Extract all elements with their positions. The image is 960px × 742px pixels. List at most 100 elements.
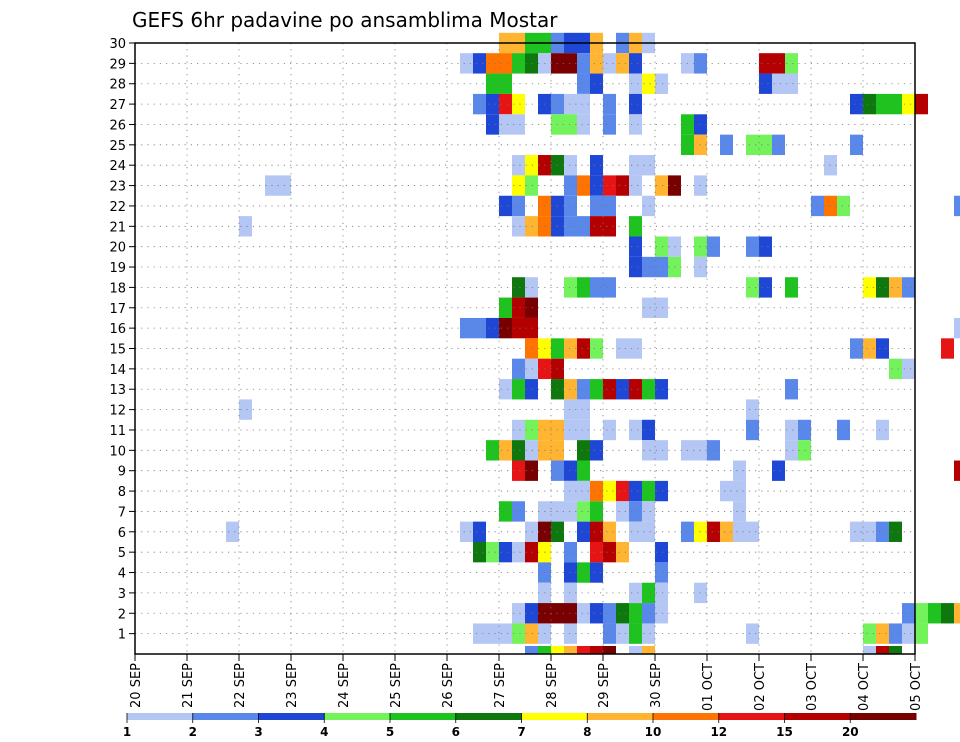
heatmap-cell xyxy=(655,297,668,318)
y-tick-label: 28 xyxy=(109,78,126,93)
heatmap-cell xyxy=(603,521,616,542)
legend-label: 3 xyxy=(254,725,262,739)
heatmap-cell xyxy=(486,623,499,644)
heatmap-cell xyxy=(798,419,811,441)
heatmap-cell xyxy=(642,440,655,461)
chart-title: GEFS 6hr padavine po ansamblima Mostar xyxy=(132,8,558,32)
heatmap-cell xyxy=(564,114,577,135)
heatmap-cell xyxy=(785,419,798,441)
heatmap-cell xyxy=(655,541,668,563)
heatmap-cell xyxy=(746,277,759,298)
heatmap-cell xyxy=(720,134,733,156)
heatmap-cell xyxy=(746,399,759,420)
heatmap-cell xyxy=(694,236,707,257)
heatmap-cell xyxy=(486,317,499,339)
heatmap-cell xyxy=(941,338,954,359)
heatmap-cell xyxy=(902,358,915,380)
heatmap-cell xyxy=(577,93,590,115)
y-tick-label: 17 xyxy=(109,302,126,317)
y-tick-label: 25 xyxy=(109,139,126,154)
heatmap-cell xyxy=(525,603,538,624)
x-tick-label: 25 SEP xyxy=(389,663,404,708)
heatmap-cell xyxy=(590,175,603,196)
heatmap-cell-bottom xyxy=(525,646,538,654)
heatmap-cell xyxy=(499,541,512,563)
heatmap-cell xyxy=(499,501,512,522)
x-tick-label: 26 SEP xyxy=(441,663,456,708)
heatmap-cell xyxy=(564,623,577,644)
heatmap-cell xyxy=(486,53,499,74)
heatmap-cell xyxy=(564,419,577,441)
heatmap-cell xyxy=(512,358,525,380)
heatmap-cell xyxy=(603,114,616,135)
x-tick-label: 28 SEP xyxy=(545,663,560,708)
heatmap-cell xyxy=(512,216,525,237)
x-tick-label: 22 SEP xyxy=(233,663,248,708)
heatmap-cell xyxy=(525,419,538,441)
heatmap-cell xyxy=(473,317,486,339)
heatmap-cell xyxy=(850,134,863,156)
heatmap-cell xyxy=(577,399,590,420)
heatmap-cell xyxy=(499,623,512,644)
y-tick-label: 16 xyxy=(109,322,126,337)
heatmap-cell xyxy=(577,73,590,94)
heatmap-cell xyxy=(525,155,538,176)
heatmap-cell xyxy=(746,521,759,542)
heatmap-cell-bottom xyxy=(603,646,616,654)
heatmap-cell xyxy=(863,338,876,359)
heatmap-cell xyxy=(759,236,772,257)
heatmap-cell xyxy=(902,623,915,644)
heatmap-cell xyxy=(616,603,629,624)
heatmap-cell xyxy=(889,277,902,298)
heatmap-cell xyxy=(603,419,616,441)
heatmap-cell xyxy=(499,317,512,339)
heatmap-cell xyxy=(720,480,733,502)
heatmap-cell xyxy=(564,175,577,196)
heatmap-cell xyxy=(655,175,668,196)
heatmap-cell xyxy=(837,195,850,217)
heatmap-cell xyxy=(590,501,603,522)
heatmap-cell xyxy=(590,338,603,359)
heatmap-cell xyxy=(512,53,525,74)
heatmap-cell xyxy=(642,480,655,502)
heatmap-cell xyxy=(564,562,577,583)
heatmap-cell xyxy=(473,623,486,644)
heatmap-cell xyxy=(629,582,642,604)
heatmap-cell xyxy=(772,53,785,74)
heatmap-cell xyxy=(863,521,876,542)
heatmap-cell xyxy=(512,379,525,400)
heatmap-cell xyxy=(590,216,603,237)
heatmap-cell xyxy=(759,277,772,298)
heatmap-cell xyxy=(785,73,798,94)
legend-label: 4 xyxy=(320,725,328,739)
heatmap-cell xyxy=(850,93,863,115)
heatmap-cell xyxy=(525,277,538,298)
heatmap-cell xyxy=(486,93,499,115)
x-tick-label: 27 SEP xyxy=(493,663,508,708)
y-tick-label: 24 xyxy=(109,159,126,174)
heatmap-cell xyxy=(655,603,668,624)
heatmap-cell xyxy=(694,521,707,542)
heatmap-cell xyxy=(499,73,512,94)
x-tick-label: 04 OCT xyxy=(857,663,872,711)
heatmap-cells xyxy=(226,32,960,654)
x-tick-label: 29 SEP xyxy=(597,663,612,708)
y-tick-label: 12 xyxy=(109,404,126,419)
legend-swatch xyxy=(718,713,785,720)
heatmap-cell xyxy=(577,277,590,298)
heatmap-cell xyxy=(902,277,915,298)
heatmap-cell xyxy=(655,256,668,278)
heatmap-cell xyxy=(590,73,603,94)
heatmap-cell xyxy=(577,501,590,522)
heatmap-cell xyxy=(564,582,577,604)
heatmap-cell xyxy=(603,603,616,624)
heatmap-cell xyxy=(733,460,746,481)
heatmap-cell xyxy=(616,338,629,359)
heatmap-cell xyxy=(642,623,655,644)
heatmap-cell xyxy=(785,379,798,400)
heatmap-cell xyxy=(473,521,486,542)
heatmap-cell xyxy=(577,338,590,359)
heatmap-cell xyxy=(564,460,577,481)
y-tick-label: 6 xyxy=(118,526,126,541)
heatmap-cell xyxy=(629,379,642,400)
